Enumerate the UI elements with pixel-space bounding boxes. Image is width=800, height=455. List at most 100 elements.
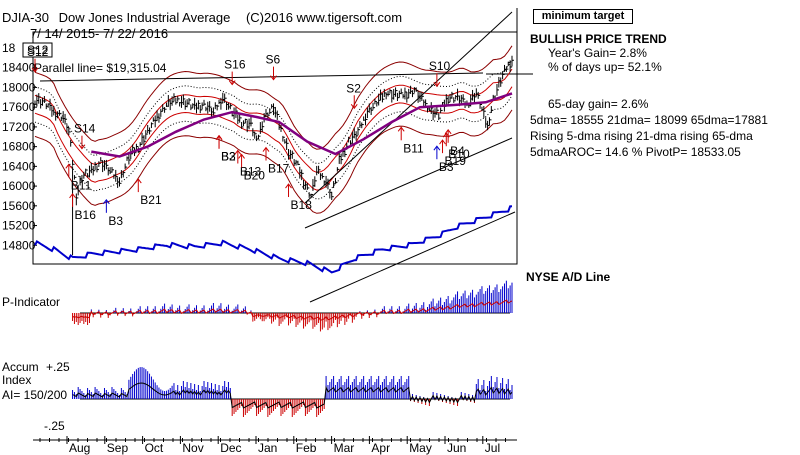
signal-s6: S6: [266, 53, 281, 81]
signal-arrowhead: [433, 145, 441, 151]
signal-arrowhead: [78, 144, 86, 150]
stats-panel: 65-day gain= 2.6% 5dma= 18555 21dma= 180…: [530, 96, 768, 160]
signal-label: B13: [240, 164, 262, 178]
signal-arrowhead: [270, 75, 277, 81]
ad-trend-line: [309, 211, 516, 303]
signal-label: B18: [291, 198, 313, 212]
uptrend-resistance: [304, 11, 513, 204]
signal-s14: S14: [74, 122, 96, 150]
signal-arrowhead: [433, 81, 441, 88]
signal-arrowhead: [444, 128, 452, 135]
accum-title: Accum: [2, 360, 39, 374]
y-tick-label: 15200: [2, 219, 36, 233]
nyse-ad-line: [34, 205, 513, 274]
signal-b11: B11: [65, 163, 92, 192]
signal-b4: B4: [444, 128, 465, 158]
envelope-band: [34, 45, 513, 150]
date-range: 7/ 14/ 2015- 7/ 22/ 2016: [30, 26, 168, 41]
header-title: DJIA-30 Dow Jones Industrial Average (C)…: [2, 10, 402, 25]
signal-label: S10: [429, 59, 451, 73]
signal-label: B11: [71, 178, 92, 192]
y-tick-label: 16400: [2, 159, 36, 173]
ma65-line: [91, 92, 513, 158]
signal-arrowhead: [102, 198, 110, 205]
signal-label: B20: [244, 168, 266, 182]
y-tick-label: 17600: [2, 100, 36, 114]
x-tick-label: Mar: [334, 441, 355, 455]
signal-label: S12: [27, 45, 49, 59]
signal-label: B10: [448, 147, 470, 161]
signal-s2: S2: [346, 81, 361, 110]
signal-b13: B13: [234, 149, 262, 178]
accum-sub: Index: [2, 373, 31, 387]
signal-label: B16: [75, 208, 97, 222]
parallel-line-label: Parallel line= $19,315.04: [34, 61, 167, 75]
trend-lines: [39, 11, 516, 303]
x-tick-label: Jul: [485, 441, 500, 455]
years-gain: Year's Gain= 2.8%: [548, 46, 647, 60]
signal-b16: B16: [69, 193, 97, 222]
signal-arrowhead: [31, 67, 39, 73]
signal-arrowhead: [439, 139, 446, 145]
signal-s10: S10: [429, 59, 451, 88]
signal-arrowhead: [262, 146, 270, 152]
envelope-band: [34, 86, 513, 191]
signal-label: B11: [403, 141, 424, 155]
y-tick-label: 16000: [2, 179, 36, 193]
x-tick-label: Sep: [107, 441, 129, 455]
signal-s12: S12: [27, 45, 49, 73]
signal-label: B3: [439, 160, 454, 174]
signal-label: B21: [140, 193, 162, 207]
price-bars: [34, 55, 514, 256]
x-axis: Aug Sep Oct Nov Dec Jan Feb Mar Apr May Jun Jul: [39, 436, 506, 455]
x-tick-label: Aug: [69, 441, 90, 455]
parallel-line: [39, 72, 484, 82]
p-indicator-ma: [72, 299, 513, 322]
x-tick-label: Nov: [182, 441, 203, 455]
accum-bottom-tick: -.25: [44, 419, 65, 433]
signal-arrowhead: [134, 178, 142, 184]
signal-s16: S16: [224, 58, 246, 86]
signal-b3: B3: [102, 198, 123, 228]
x-tick-label: Jan: [258, 441, 277, 455]
y-tick-label: 14800: [2, 238, 36, 252]
accum-ai: AI= 150/200: [2, 388, 67, 402]
dma-line: 5dma= 18555 21dma= 18099 65dma=17881: [530, 113, 768, 127]
signal-label: B3: [108, 214, 123, 228]
envelope-band: [34, 109, 513, 214]
signal-b18: B18: [285, 183, 313, 212]
accum-bars: [72, 367, 513, 417]
signal-arrowhead: [350, 103, 358, 110]
accum-top-tick: +.25: [46, 360, 70, 374]
top-signal: S12: [27, 43, 49, 57]
signal-b19: B19: [439, 139, 466, 168]
p-indicator-label: P-Indicator: [2, 295, 60, 309]
signal-label: S14: [74, 122, 96, 136]
signal-b17: B17: [262, 146, 290, 176]
y-tick-label: 16800: [2, 140, 36, 154]
signal-arrowhead: [238, 153, 245, 159]
x-tick-label: Apr: [371, 441, 390, 455]
x-tick-label: Dec: [220, 441, 241, 455]
y-tick-label: 15600: [2, 199, 36, 213]
signal-arrowhead: [234, 149, 242, 155]
y-tick-label: 18000: [2, 80, 36, 94]
signal-label: B4: [450, 144, 465, 158]
signal-label: B3: [221, 150, 236, 164]
trend-box: BULLISH PRICE TREND Year's Gain= 2.8% % …: [530, 32, 667, 74]
uptrend-support: [304, 137, 513, 229]
rising-line: Rising 5-dma rising 21-dma rising 65-dma: [530, 129, 753, 143]
x-tick-label: May: [409, 441, 432, 455]
accum-ma: [72, 382, 513, 409]
signal-arrowhead: [397, 126, 405, 132]
signal-b20: B20: [238, 153, 266, 182]
signal-box: [22, 42, 53, 58]
p-indicator-bars: [72, 280, 513, 332]
signal-b2: B2: [215, 134, 236, 164]
gain-65day: 65-day gain= 2.6%: [548, 97, 649, 111]
y-tick-label: 18400: [2, 61, 36, 75]
x-tick-label: Feb: [296, 441, 317, 455]
x-tick-label: Jun: [447, 441, 466, 455]
signal-b21: B21: [134, 178, 162, 207]
